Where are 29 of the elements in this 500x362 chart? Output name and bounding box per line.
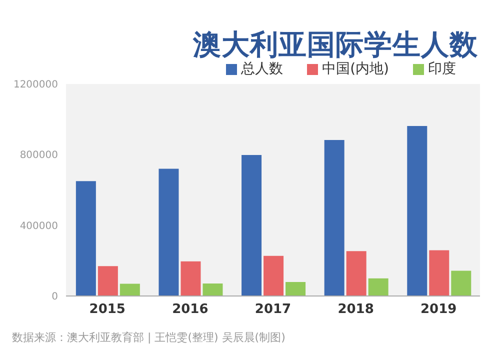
bar bbox=[120, 284, 140, 296]
x-tick-label: 2018 bbox=[338, 302, 374, 318]
x-tick-label: 2017 bbox=[254, 302, 292, 318]
source-note: 数据来源：澳大利亚教育部 | 王恺雯(整理) 吴辰晨(制图) bbox=[12, 330, 286, 345]
x-tick-label: 2015 bbox=[89, 302, 126, 318]
y-tick-label: 0 bbox=[52, 292, 58, 303]
bar bbox=[264, 256, 284, 296]
bar bbox=[76, 181, 96, 296]
bar bbox=[451, 270, 472, 296]
x-tick-label: 2016 bbox=[172, 302, 208, 318]
y-tick-label: 800000 bbox=[20, 150, 58, 162]
bar bbox=[202, 283, 223, 296]
legend-label: 印度 bbox=[428, 61, 456, 77]
bar bbox=[158, 168, 179, 296]
bar bbox=[286, 282, 306, 296]
bar bbox=[324, 140, 344, 296]
bar bbox=[368, 278, 388, 296]
bar bbox=[180, 261, 201, 296]
bar bbox=[429, 250, 450, 296]
bar bbox=[242, 155, 262, 296]
bar bbox=[346, 251, 366, 296]
y-tick-label: 1200000 bbox=[13, 80, 58, 91]
legend-label: 中国(内地) bbox=[322, 61, 389, 77]
x-tick-label: 2019 bbox=[420, 302, 457, 318]
chart-title: 澳大利亚国际学生人数 bbox=[193, 27, 478, 61]
bar bbox=[98, 266, 118, 296]
legend-label: 总人数 bbox=[241, 61, 284, 77]
bar bbox=[407, 126, 428, 296]
y-tick-label: 400000 bbox=[20, 220, 58, 232]
